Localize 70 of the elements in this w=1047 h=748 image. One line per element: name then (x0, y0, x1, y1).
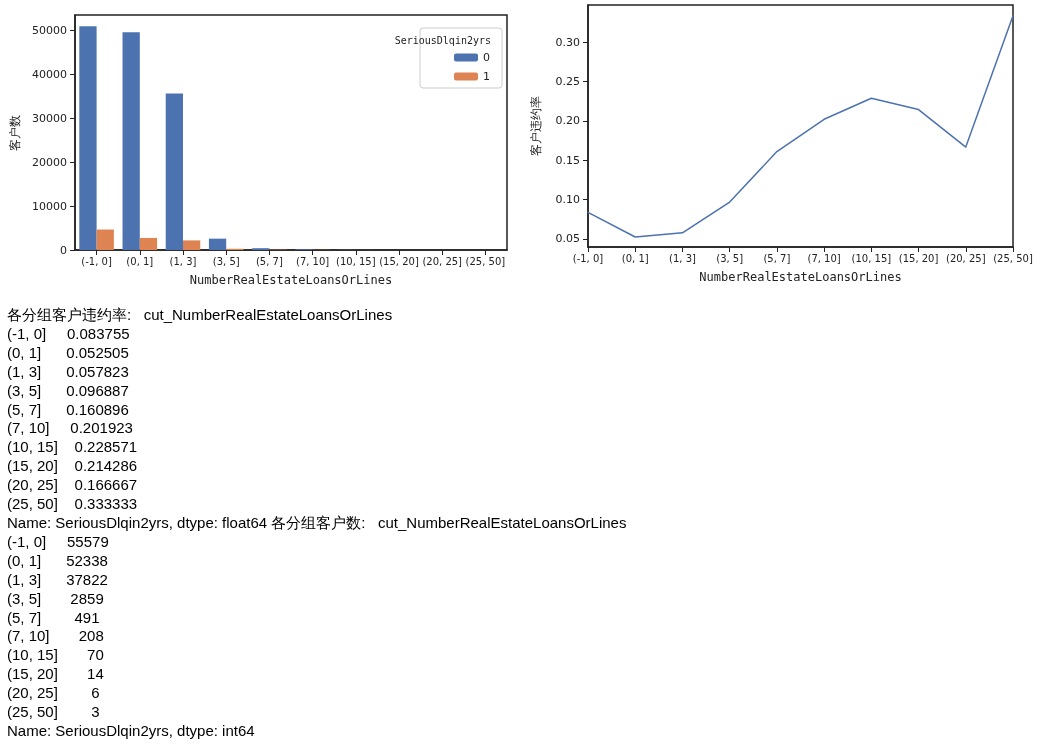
y-tick-label: 0.30 (555, 35, 580, 49)
y-tick-label: 0.20 (555, 114, 580, 128)
text: Name: SeriousDlqin2yrs, dtype: int64 (7, 721, 256, 741)
bar (183, 240, 201, 250)
x-tick-label: (0, 1] (126, 255, 154, 267)
legend-label: 0 (483, 51, 490, 64)
y-tick-label: 0 (60, 243, 67, 257)
text: (15, 20] 14 (7, 665, 105, 685)
text: (20, 25] 0.166667 (7, 476, 139, 496)
x-tick-label: (10, 15] (336, 255, 376, 267)
text: Name: SeriousDlqin2yrs, dtype: float64 各分组客户数: cut_NumberRealEstateLoansOrLines (7, 513, 628, 533)
x-tick-label: (15, 20] (898, 252, 939, 264)
x-tick-label: (3, 5] (716, 252, 744, 264)
x-tick-label: (7, 10] (295, 255, 330, 267)
text: (15, 20] 0.214286 (7, 457, 139, 477)
x-axis-title: NumberRealEstateLoansOrLines (189, 273, 393, 287)
x-tick-label: (1, 3] (169, 255, 197, 267)
y-axis-title: 客户数 (8, 114, 23, 151)
x-tick-label: (10, 15] (851, 252, 892, 264)
x-tick-label: (0, 1] (621, 252, 649, 264)
x-tick-label: (15, 20] (379, 255, 419, 267)
text: (7, 10] 0.201923 (7, 419, 134, 439)
text: (-1, 0] 55579 (7, 532, 110, 552)
y-tick-label: 0.15 (555, 153, 580, 167)
text: (20, 25] 6 (7, 684, 101, 704)
y-tick-label: 0.10 (555, 193, 580, 207)
y-axis-title: 客户违约率 (529, 96, 543, 156)
x-tick-label: (25, 50] (465, 255, 506, 267)
bar (139, 237, 158, 250)
x-tick-label: (3, 5] (212, 255, 240, 267)
x-tick-label: (25, 50] (993, 252, 1033, 264)
text: (1, 3] 37822 (7, 570, 109, 590)
x-tick-label: (20, 25] (422, 255, 463, 267)
text: (0, 1] 52338 (7, 551, 109, 571)
text: (3, 5] 0.096887 (7, 381, 130, 401)
text: (5, 7] 0.160896 (7, 400, 130, 420)
x-tick-label: (7, 10] (807, 252, 841, 264)
x-tick-label: (5, 7] (255, 255, 283, 267)
bar (208, 238, 227, 250)
text: (25, 50] 0.333333 (7, 495, 139, 514)
x-tick-label: (-1, 0] (81, 255, 112, 267)
bar (165, 93, 183, 250)
x-tick-label: (-1, 0] (572, 252, 604, 264)
bar (96, 229, 114, 250)
bar (79, 26, 97, 250)
text: (25, 50] 3 (7, 703, 101, 722)
y-tick-label: 40000 (32, 67, 67, 81)
y-tick-label: 30000 (32, 111, 67, 125)
legend-label: 1 (483, 70, 490, 83)
text: (10, 15] 70 (7, 646, 105, 666)
text: (10, 15] 0.228571 (7, 438, 139, 458)
x-axis-title: NumberRealEstateLoansOrLines (699, 270, 902, 284)
text: (1, 3] 0.057823 (7, 362, 130, 382)
text: (3, 5] 2859 (7, 589, 105, 609)
y-tick-label: 50000 (32, 23, 67, 37)
y-tick-label: 10000 (32, 199, 67, 213)
bar (122, 32, 140, 250)
text: (0, 1] 0.052505 (7, 343, 130, 363)
y-tick-label: 0.25 (555, 74, 580, 88)
text: (7, 10] 208 (7, 627, 105, 647)
line-series (587, 15, 1014, 238)
legend-title: SeriousDlqin2yrs (394, 34, 491, 46)
text: (-1, 0] 0.083755 (7, 324, 131, 344)
text: (5, 7] 491 (7, 608, 101, 628)
x-tick-label: (5, 7] (763, 252, 791, 264)
x-tick-label: (20, 25] (945, 252, 986, 264)
y-tick-label: 0.05 (555, 232, 580, 246)
text: 各分组客户违约率: cut_NumberRealEstateLoansOrLines (7, 306, 394, 325)
y-tick-label: 20000 (32, 155, 67, 169)
x-tick-label: (1, 3] (669, 252, 696, 264)
